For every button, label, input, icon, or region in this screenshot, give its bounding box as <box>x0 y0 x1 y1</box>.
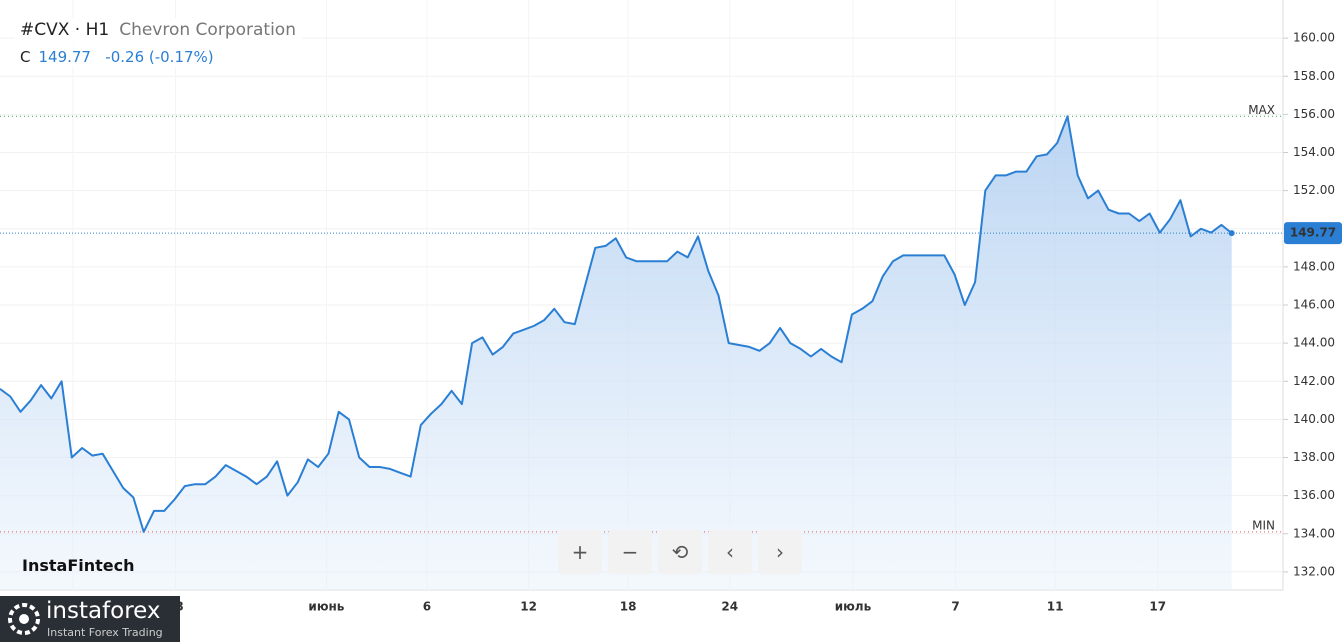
x-tick-label: июнь <box>308 600 344 614</box>
area <box>0 116 1232 591</box>
close-label: C <box>20 48 31 66</box>
y-tick-label: 138.00 <box>1293 450 1335 464</box>
min-line-label: MIN <box>1252 518 1275 532</box>
y-tick-label: 148.00 <box>1293 259 1335 273</box>
price-row: C 149.77 -0.26 (-0.17%) <box>20 48 296 66</box>
symbol: #CVX · H1 <box>20 20 110 40</box>
logo-name: instaforex <box>46 598 161 624</box>
logo-tagline: Instant Forex Trading <box>47 626 163 639</box>
x-tick-label: 24 <box>721 600 738 614</box>
y-tick-label: 132.00 <box>1293 564 1335 578</box>
zoom-controls: + − ⟲ ‹ › <box>558 530 802 574</box>
instrument-name: Chevron Corporation <box>119 20 296 40</box>
y-tick-label: 136.00 <box>1293 488 1335 502</box>
zoom-in-button[interactable]: + <box>558 530 602 574</box>
price-tag <box>1284 222 1342 245</box>
y-tick-label: 160.00 <box>1293 31 1335 45</box>
y-tick-label: 146.00 <box>1293 298 1335 312</box>
title-row: #CVX · H1 Chevron Corporation <box>20 20 296 40</box>
y-tick-label: 142.00 <box>1293 374 1335 388</box>
price-tag-label: 149.77 <box>1290 226 1336 240</box>
x-tick-label: 18 <box>620 600 637 614</box>
y-tick-label: 152.00 <box>1293 183 1335 197</box>
last-point <box>1228 230 1235 237</box>
x-tick-label: июль <box>835 600 872 614</box>
close-price: 149.77 <box>38 48 91 66</box>
y-tick-label: 154.00 <box>1293 145 1335 159</box>
zoom-out-button[interactable]: − <box>608 530 652 574</box>
x-tick-label: 11 <box>1047 600 1064 614</box>
y-tick-label: 156.00 <box>1293 107 1335 121</box>
header: #CVX · H1 Chevron Corporation C 149.77 -0.… <box>14 18 302 68</box>
y-tick-label: 144.00 <box>1293 336 1335 350</box>
price-change: -0.26 (-0.17%) <box>105 48 214 66</box>
scroll-right-button[interactable]: › <box>758 530 802 574</box>
max-line-label: MAX <box>1248 103 1275 117</box>
price-line <box>0 115 1233 533</box>
y-tick-label: 134.00 <box>1293 526 1335 540</box>
scroll-left-button[interactable]: ‹ <box>708 530 752 574</box>
brand: InstaFintech <box>22 556 135 575</box>
logo: instaforex Instant Forex Trading <box>0 596 180 642</box>
x-tick-label: 17 <box>1149 600 1166 614</box>
x-tick-label: 12 <box>520 600 537 614</box>
logo-icon <box>8 603 40 635</box>
y-tick-label: 140.00 <box>1293 412 1335 426</box>
x-tick-label: 6 <box>423 600 431 614</box>
y-tick-label: 158.00 <box>1293 69 1335 83</box>
x-tick-label: 7 <box>951 600 959 614</box>
reset-button[interactable]: ⟲ <box>658 530 702 574</box>
